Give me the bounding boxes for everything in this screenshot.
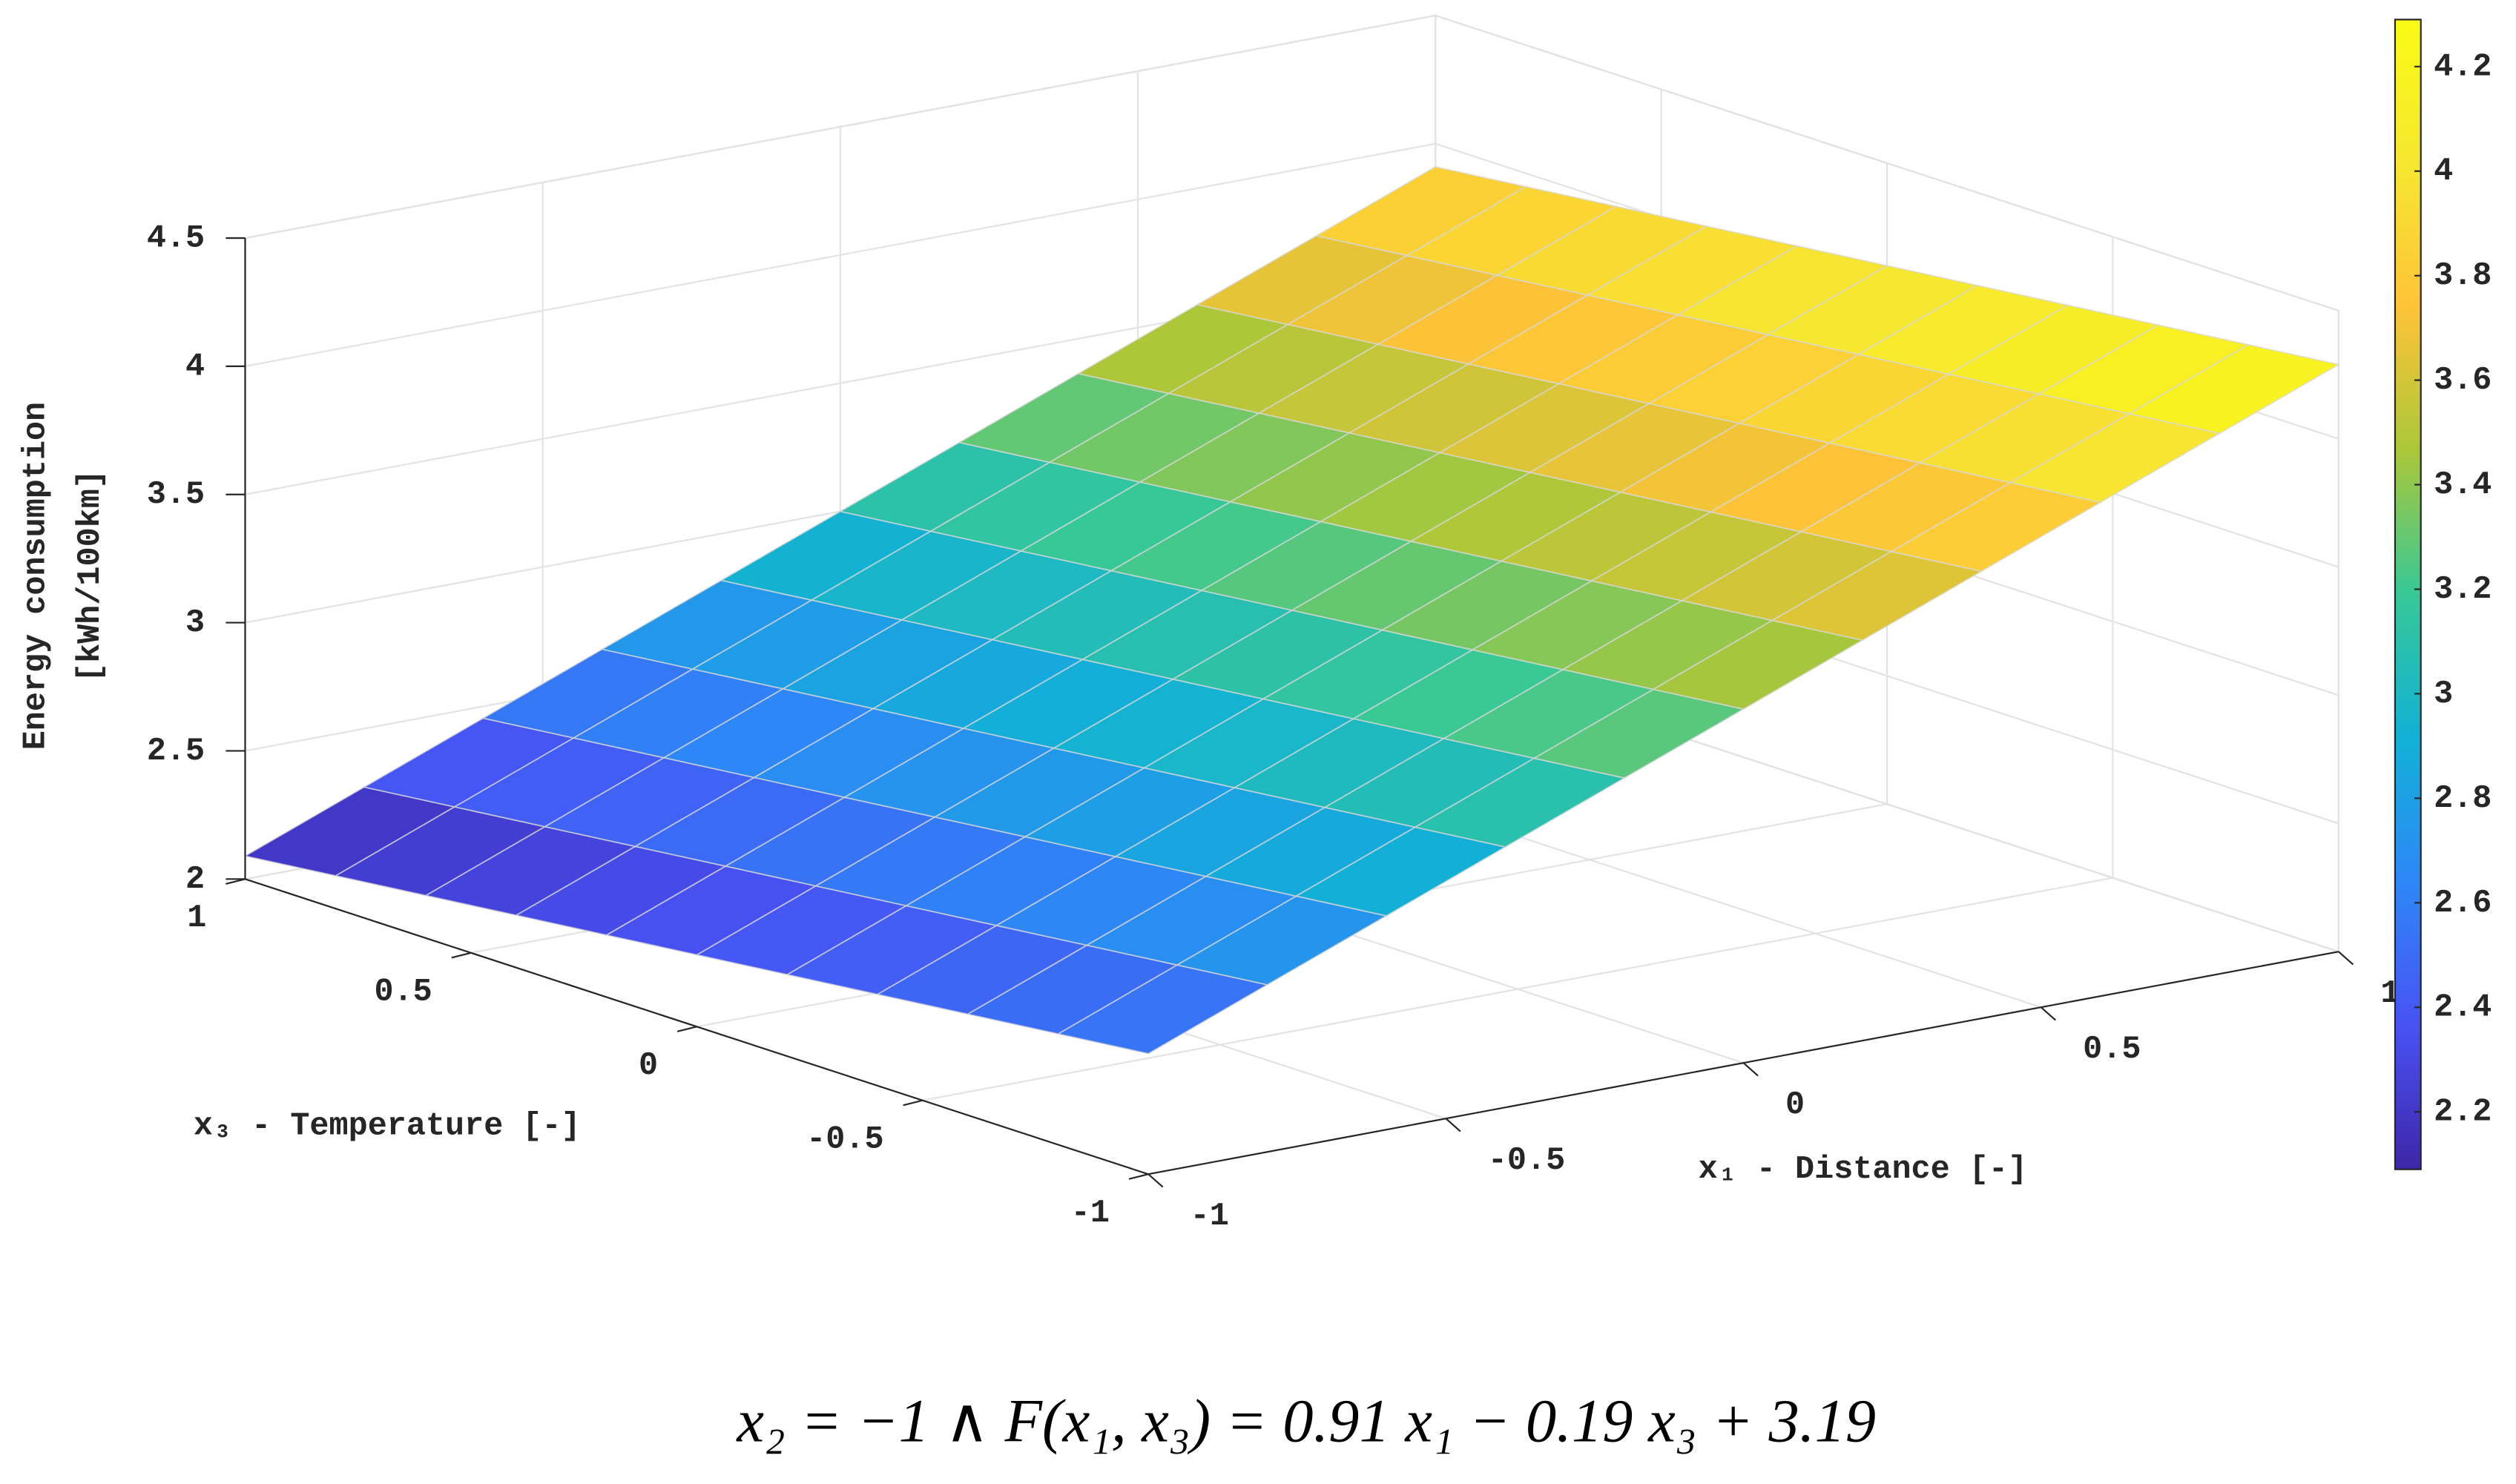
tick-mark (1742, 1062, 1759, 1077)
x-tick-label: -1 (1191, 1198, 1229, 1235)
tick-mark (1445, 1118, 1461, 1132)
surface-patch (1314, 166, 1528, 257)
tick-mark (451, 952, 472, 959)
y-tick-label: 1 (187, 900, 206, 937)
colorbar-tick-label: 2.2 (2434, 1095, 2492, 1131)
tick-mark (2338, 951, 2354, 966)
colorbar-tick-label: 4.2 (2434, 49, 2492, 85)
tick-mark (1128, 1173, 1149, 1180)
x-tick-label: -0.5 (1488, 1143, 1565, 1179)
colorbar-tick-label: 3.8 (2434, 258, 2492, 294)
colorbar-tick-label: 3.2 (2434, 572, 2492, 608)
colorbar-tick-label: 2.4 (2434, 990, 2492, 1026)
tick-mark (1147, 1173, 1164, 1188)
tick-mark (903, 1099, 923, 1107)
x-axis-label: x₁ - Distance [-] (1699, 1152, 2027, 1188)
x-tick-label: 0.5 (2083, 1032, 2141, 1068)
tick-mark (676, 1026, 697, 1032)
colorbar-tick-label: 3.4 (2434, 467, 2492, 504)
z-axis-label: [kWh/100km] (73, 469, 109, 682)
y-tick-label: 0.5 (374, 974, 432, 1010)
z-tick-label: 4.5 (147, 220, 205, 257)
caption: x₂ = −1 ∧ F(x₁, x₃) = 0.91 x₁ − 0.19 x₃ … (735, 1387, 1876, 1455)
y-tick-label: -0.5 (806, 1121, 883, 1158)
grid-line (245, 14, 1436, 240)
y-axis-label: x₃ - Temperature [-] (194, 1108, 581, 1144)
z-tick-label: 4 (185, 349, 205, 385)
colorbar-tick-label: 4 (2434, 154, 2453, 190)
tick-mark (225, 878, 246, 885)
x-tick-label: 0 (1785, 1087, 1805, 1124)
grid-line (245, 142, 1436, 367)
colorbar-tick-label: 2.6 (2434, 886, 2492, 922)
colorbar (2394, 19, 2422, 1170)
colorbar-tick-label: 3 (2434, 676, 2453, 713)
z-tick-label: 2 (185, 862, 205, 898)
colorbar-tick-label: 2.8 (2434, 781, 2492, 817)
z-tick-label: 3 (185, 605, 205, 642)
y-tick-label: 0 (639, 1048, 658, 1084)
tick-mark (2040, 1006, 2056, 1021)
z-tick-label: 3.5 (147, 477, 205, 513)
colorbar-tick-label: 3.6 (2434, 363, 2492, 399)
z-tick-label: 2.5 (147, 733, 205, 770)
y-tick-label: -1 (1071, 1196, 1110, 1232)
grid-line (922, 877, 2113, 1101)
z-axis-label: Energy consumption (18, 402, 54, 751)
grid-line (1435, 14, 2339, 311)
